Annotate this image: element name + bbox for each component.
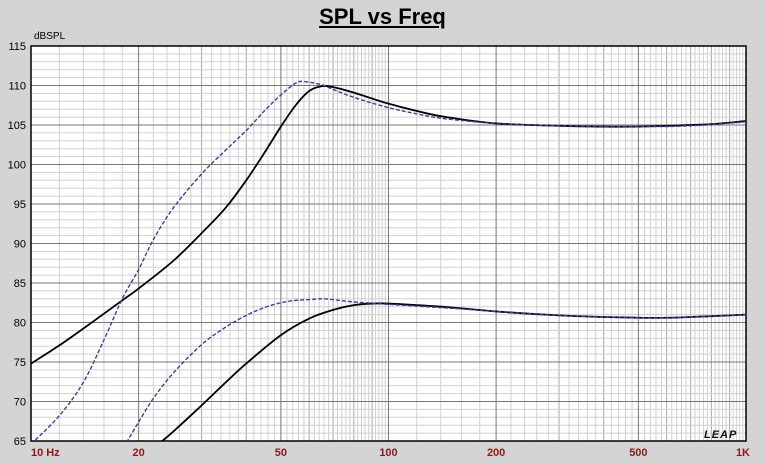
y-tick-label: 85 <box>14 278 26 290</box>
chart-title: SPL vs Freq <box>319 4 446 29</box>
y-tick-label: 80 <box>14 318 26 330</box>
series-line-2 <box>33 80 746 441</box>
y-tick-label: 90 <box>14 239 26 251</box>
x-tick-label: 500 <box>629 447 647 459</box>
y-tick-label: 95 <box>14 199 26 211</box>
x-tick-label: 10 Hz <box>31 447 60 459</box>
plot-frame <box>30 45 747 442</box>
x-tick-label: 20 <box>132 447 144 459</box>
y-tick-label: 70 <box>14 397 26 409</box>
y-tick-label: 115 <box>8 41 26 53</box>
x-tick-label: 200 <box>487 447 505 459</box>
leap-logo: LEAP <box>704 429 738 441</box>
y-tick-label: 65 <box>14 436 26 448</box>
x-tick-label: 1K <box>736 447 750 459</box>
y-axis-label: dBSPL <box>34 31 66 42</box>
x-tick-label: 50 <box>275 447 287 459</box>
series-line-3 <box>160 302 746 441</box>
x-tick-label: 100 <box>379 447 397 459</box>
y-tick-label: 100 <box>8 160 26 172</box>
series-line-4 <box>126 298 746 441</box>
y-tick-label: 110 <box>8 81 26 93</box>
y-tick-label: 75 <box>14 357 26 369</box>
y-tick-label: 105 <box>8 120 26 132</box>
